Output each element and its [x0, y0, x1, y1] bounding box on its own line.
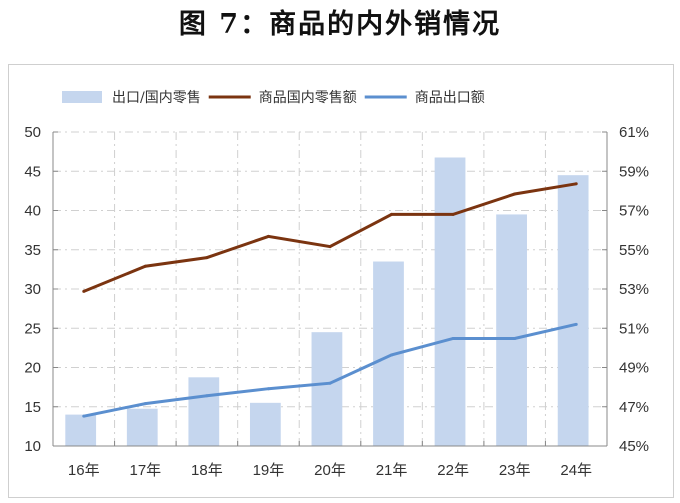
line-point [390, 353, 394, 357]
x-tick-label: 24年 [560, 462, 592, 479]
line-point [451, 212, 455, 216]
left-tick-label: 10 [24, 438, 41, 455]
x-tick-label: 21年 [376, 462, 408, 479]
line-point [266, 234, 270, 238]
line-point [82, 289, 86, 293]
line-point [205, 256, 209, 260]
legend-label: 出口/国内零售 [112, 90, 201, 106]
right-tick-label: 51% [619, 320, 649, 337]
right-tick-label: 49% [619, 360, 649, 377]
line-point [328, 381, 332, 385]
right-tick-label: 57% [619, 203, 649, 220]
left-tick-label: 35 [24, 242, 41, 259]
line-point [451, 336, 455, 340]
x-tick-label: 22年 [437, 462, 469, 479]
line-point [266, 387, 270, 391]
chart-title: 图 7：商品的内外销情况 [178, 9, 502, 40]
line-point [574, 182, 578, 186]
legend-label: 商品出口额 [415, 90, 485, 106]
line-point [390, 212, 394, 216]
line-point [205, 394, 209, 398]
right-tick-label: 47% [619, 399, 649, 416]
x-tick-label: 18年 [191, 462, 223, 479]
line-point [513, 192, 517, 196]
right-tick-label: 55% [619, 242, 649, 259]
left-tick-label: 15 [24, 399, 41, 416]
right-tick-label: 45% [619, 438, 649, 455]
line-point [143, 402, 147, 406]
right-tick-label: 59% [619, 163, 649, 180]
bar-22年 [434, 157, 466, 446]
left-tick-label: 25 [24, 320, 41, 337]
bar-17年 [126, 408, 158, 446]
left-tick-label: 20 [24, 360, 41, 377]
bar-20年 [311, 332, 343, 446]
legend-swatch-bar [62, 91, 102, 103]
line-point [513, 336, 517, 340]
right-tick-label: 53% [619, 281, 649, 298]
bar-16年 [65, 414, 97, 446]
line-point [328, 245, 332, 249]
right-tick-label: 61% [619, 124, 649, 141]
bar-24年 [557, 175, 589, 447]
line-point [143, 264, 147, 268]
x-tick-label: 17年 [129, 462, 161, 479]
bar-23年 [496, 214, 527, 446]
x-tick-label: 23年 [499, 462, 531, 479]
left-tick-label: 40 [24, 203, 41, 220]
x-tick-label: 20年 [314, 462, 346, 479]
x-tick-label: 19年 [253, 462, 285, 479]
bar-19年 [249, 402, 281, 446]
chart-frame [8, 64, 674, 498]
left-tick-label: 50 [24, 124, 41, 141]
left-tick-label: 30 [24, 281, 41, 298]
x-tick-label: 16年 [68, 462, 100, 479]
line-point [82, 414, 86, 418]
bar-18年 [188, 377, 220, 446]
legend-label: 商品国内零售额 [259, 90, 357, 106]
left-tick-label: 45 [24, 163, 41, 180]
line-point [574, 322, 578, 326]
